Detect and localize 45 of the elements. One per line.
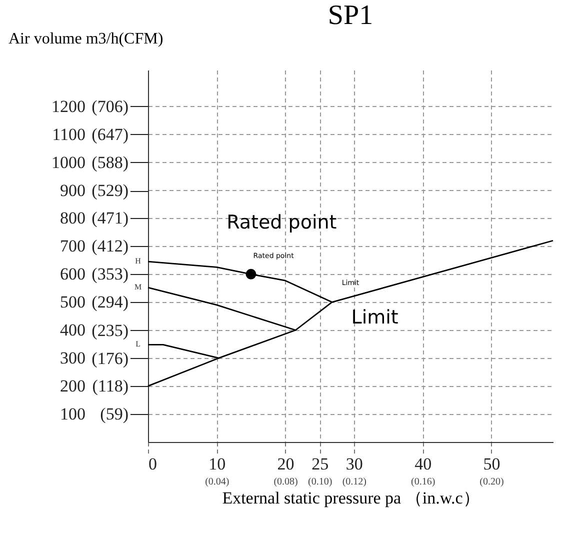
y-tick-label: 700 — [60, 236, 86, 256]
y-tick-label: 900 — [60, 180, 86, 200]
y2-tick-label: (706) — [92, 96, 128, 116]
y2-tick-label: (529) — [92, 181, 128, 200]
y-tick-label: 600 — [60, 264, 86, 284]
y2-tick-label: (59) — [100, 404, 128, 424]
y2-tick-label: (118) — [92, 376, 128, 396]
y-tick-label: 100 — [60, 404, 86, 424]
y-axis-title: Air volume m3/h(CFM) — [8, 30, 164, 48]
x2-tick-label: (0.12) — [342, 476, 367, 488]
x2-tick-label: (0.10) — [308, 476, 332, 488]
y2-tick-label: (176) — [92, 348, 128, 368]
y2-tick-label: (471) — [92, 208, 128, 228]
y2-tick-label: (588) — [92, 152, 128, 172]
x-tick-label: 20 — [277, 454, 294, 474]
y2-tick-label: (294) — [92, 292, 128, 312]
series-label: H — [135, 256, 142, 266]
y-tick-label: 200 — [60, 376, 86, 396]
chart-title: SP1 — [328, 0, 374, 31]
x-tick-label: 10 — [208, 454, 226, 474]
annotation: Rated point — [226, 212, 337, 234]
annotation: Limit — [351, 306, 398, 328]
series-label: M — [134, 282, 142, 292]
y-tick-label: 800 — [60, 208, 86, 228]
x-tick-label: 25 — [312, 454, 329, 474]
y2-tick-label: (647) — [92, 124, 128, 144]
y2-tick-label: (412) — [92, 236, 128, 256]
x2-tick-label: (0.16) — [410, 476, 436, 488]
x-tick-label: 40 — [414, 454, 432, 474]
y2-tick-label: (353) — [92, 264, 128, 284]
y-tick-label: 400 — [60, 320, 86, 340]
x-tick-label: 30 — [346, 454, 363, 474]
x-tick-label: 50 — [483, 454, 500, 474]
y-tick-label: 500 — [60, 292, 86, 312]
y-tick-label: 1200 — [52, 96, 86, 116]
series-label: L — [136, 340, 141, 349]
x2-tick-label: (0.20) — [480, 476, 504, 488]
y2-tick-label: (235) — [92, 320, 128, 340]
x2-tick-label: (0.08) — [274, 476, 298, 488]
y-tick-label: 300 — [60, 348, 86, 368]
x-tick-label: 0 — [148, 454, 157, 474]
y-tick-label: 1100 — [52, 124, 86, 144]
y-tick-label: 1000 — [52, 152, 86, 172]
x2-tick-label: (0.04) — [205, 476, 230, 488]
x-axis-title: External static pressure pa （in.w.c） — [222, 488, 480, 508]
